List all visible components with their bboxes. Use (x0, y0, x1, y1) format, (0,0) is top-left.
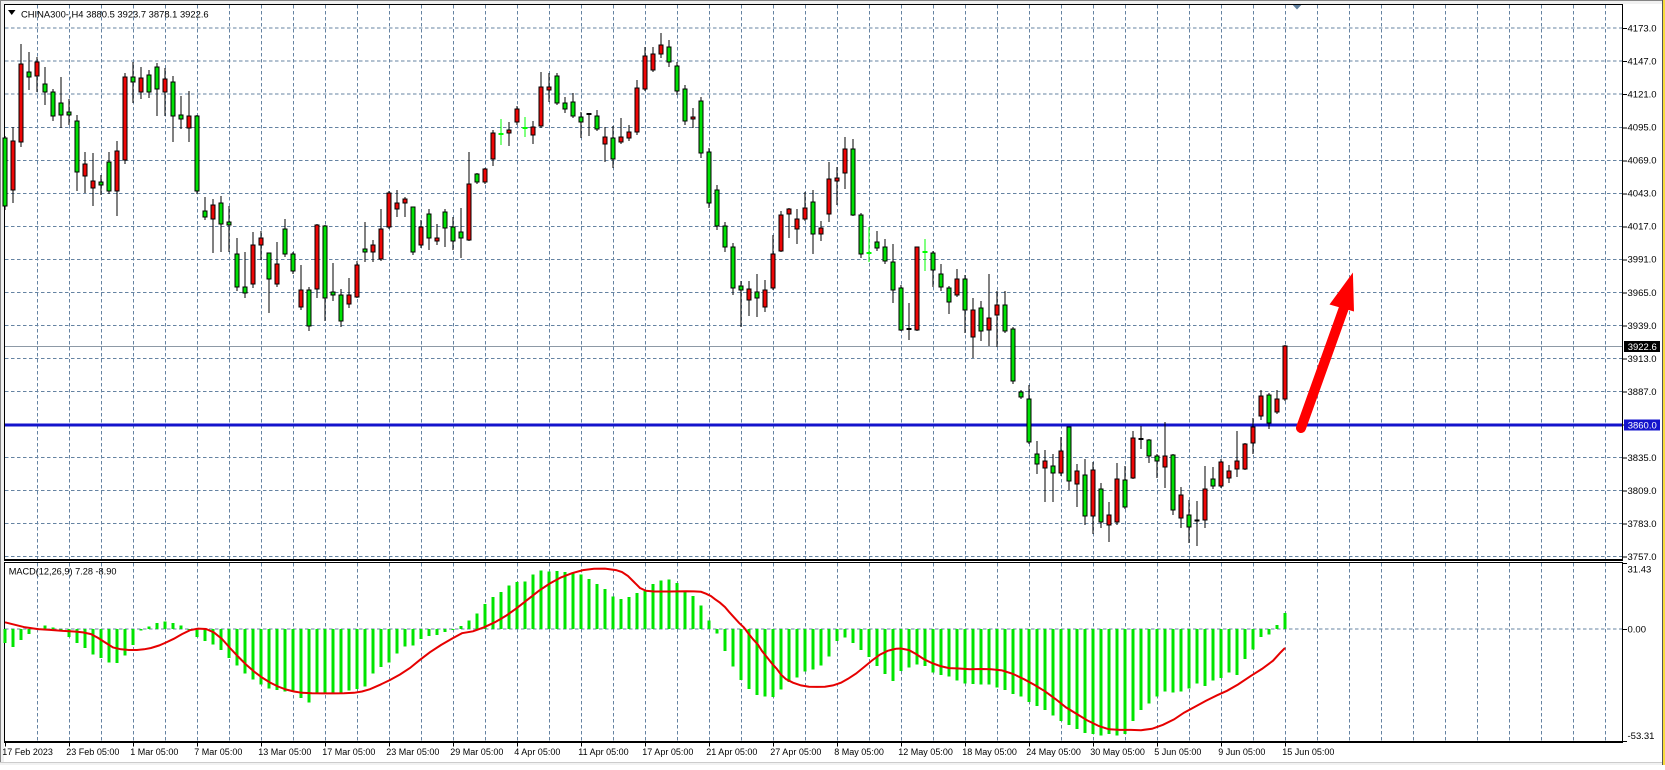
svg-text:27 Apr 05:00: 27 Apr 05:00 (770, 747, 821, 757)
svg-text:1 Mar 05:00: 1 Mar 05:00 (130, 747, 178, 757)
svg-text:4121.0: 4121.0 (1628, 90, 1657, 101)
svg-text:4069.0: 4069.0 (1628, 156, 1657, 167)
svg-text:31.43: 31.43 (1628, 564, 1652, 575)
svg-text:3922.6: 3922.6 (1628, 342, 1657, 353)
svg-text:15 Jun 05:00: 15 Jun 05:00 (1282, 747, 1334, 757)
svg-text:17 Mar 05:00: 17 Mar 05:00 (322, 747, 375, 757)
svg-text:3835.0: 3835.0 (1628, 453, 1657, 464)
svg-text:30 May 05:00: 30 May 05:00 (1090, 747, 1145, 757)
svg-text:4147.0: 4147.0 (1628, 57, 1657, 68)
svg-text:21 Apr 05:00: 21 Apr 05:00 (706, 747, 757, 757)
svg-text:17 Feb 2023: 17 Feb 2023 (2, 747, 53, 757)
svg-text:8 May 05:00: 8 May 05:00 (834, 747, 884, 757)
svg-text:4043.0: 4043.0 (1628, 189, 1657, 200)
svg-text:3939.0: 3939.0 (1628, 321, 1657, 332)
svg-text:0.00: 0.00 (1628, 625, 1647, 636)
svg-text:MACD(12,26,9) 7.28 -8.90: MACD(12,26,9) 7.28 -8.90 (9, 567, 117, 577)
svg-text:5 Jun 05:00: 5 Jun 05:00 (1154, 747, 1201, 757)
svg-text:17 Apr 05:00: 17 Apr 05:00 (642, 747, 693, 757)
svg-text:3887.0: 3887.0 (1628, 387, 1657, 398)
svg-text:24 May 05:00: 24 May 05:00 (1026, 747, 1081, 757)
svg-text:3757.0: 3757.0 (1628, 552, 1657, 563)
svg-text:3913.0: 3913.0 (1628, 354, 1657, 365)
svg-text:9 Jun 05:00: 9 Jun 05:00 (1218, 747, 1265, 757)
svg-text:4 Apr 05:00: 4 Apr 05:00 (514, 747, 560, 757)
svg-text:3991.0: 3991.0 (1628, 255, 1657, 266)
svg-text:29 Mar 05:00: 29 Mar 05:00 (450, 747, 503, 757)
svg-text:3965.0: 3965.0 (1628, 288, 1657, 299)
svg-text:4173.0: 4173.0 (1628, 24, 1657, 35)
svg-text:4017.0: 4017.0 (1628, 222, 1657, 233)
svg-text:4095.0: 4095.0 (1628, 123, 1657, 134)
svg-text:3860.0: 3860.0 (1628, 421, 1657, 432)
svg-text:3783.0: 3783.0 (1628, 519, 1657, 530)
svg-text:11 Apr 05:00: 11 Apr 05:00 (578, 747, 628, 757)
svg-text:CHINA300-,H4 3880.5 3923.7 38: CHINA300-,H4 3880.5 3923.7 3878.1 3922.6 (21, 9, 209, 20)
svg-text:18 May 05:00: 18 May 05:00 (962, 747, 1017, 757)
svg-text:23 Feb 05:00: 23 Feb 05:00 (66, 747, 119, 757)
svg-text:7 Mar 05:00: 7 Mar 05:00 (194, 747, 242, 757)
svg-text:23 Mar 05:00: 23 Mar 05:00 (386, 747, 439, 757)
svg-text:13 Mar 05:00: 13 Mar 05:00 (258, 747, 311, 757)
svg-text:12 May 05:00: 12 May 05:00 (898, 747, 953, 757)
svg-text:3809.0: 3809.0 (1628, 486, 1657, 497)
svg-text:-53.31: -53.31 (1628, 731, 1655, 742)
